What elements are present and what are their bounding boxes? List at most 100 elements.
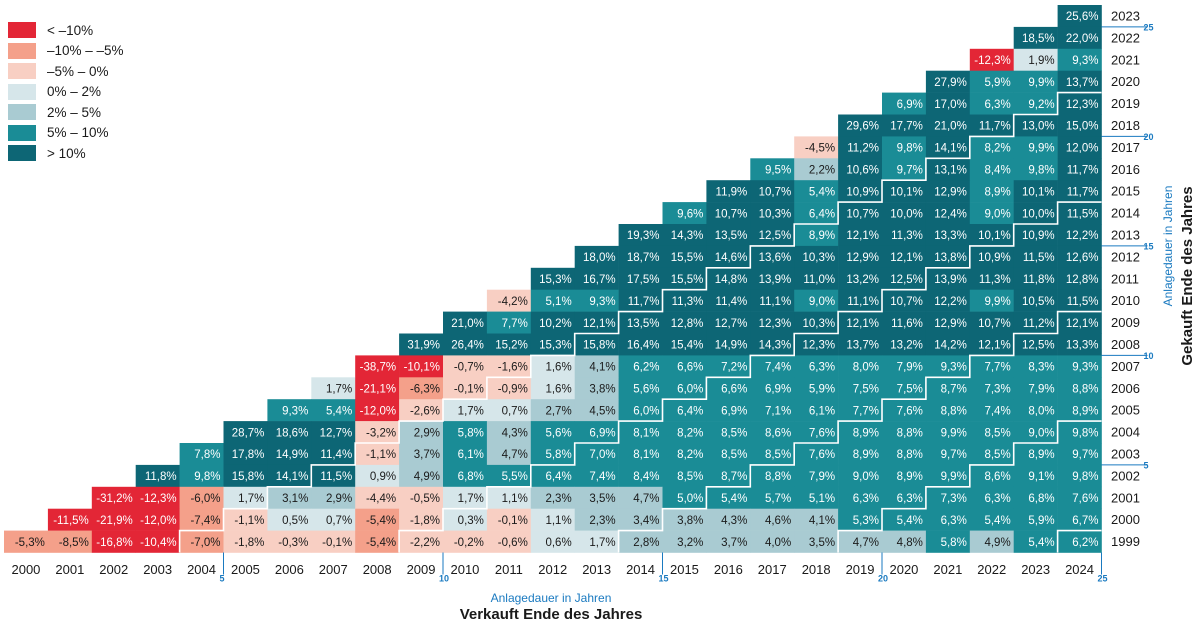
cell <box>925 464 971 488</box>
cell <box>1057 5 1102 28</box>
column-label: 2010 <box>450 562 479 577</box>
cell-value: 17,7% <box>890 121 923 133</box>
cell-value: 11,7% <box>628 296 660 308</box>
cell <box>969 245 1014 269</box>
legend-item: 5% – 10% <box>8 123 124 144</box>
cell-value: 8,5% <box>721 449 747 461</box>
cell <box>530 486 575 509</box>
cell <box>1013 245 1058 269</box>
cell-value: 8,1% <box>633 427 659 439</box>
cell <box>486 508 532 531</box>
cell <box>618 355 663 378</box>
holding-period-tick-label: 15 <box>1144 241 1154 251</box>
cell-value: 15,3% <box>539 274 572 286</box>
cell-value: 8,9% <box>897 471 923 483</box>
cell-value: 11,0% <box>803 274 835 286</box>
cell <box>750 224 795 247</box>
cell <box>706 530 751 553</box>
cell <box>135 508 180 531</box>
cell <box>882 377 927 400</box>
cell <box>838 399 883 422</box>
cell-value: 11,2% <box>1023 318 1055 330</box>
cell-value: 15,5% <box>671 252 704 264</box>
legend-item: 2% – 5% <box>8 102 124 123</box>
cell-value: 15,8% <box>583 340 616 352</box>
cell <box>706 399 751 422</box>
cell <box>794 311 839 334</box>
cell-value: 6,8% <box>458 471 484 483</box>
cell-value: 8,2% <box>677 427 703 439</box>
cell-value: 5,9% <box>1028 515 1054 527</box>
cell <box>179 530 224 553</box>
cell-value: -0,6% <box>498 537 528 549</box>
cell <box>838 377 883 400</box>
cell <box>794 486 839 509</box>
cell-value: 11,7% <box>1067 164 1099 176</box>
cell-value: 5,4% <box>984 515 1010 527</box>
cell-value: 12,9% <box>934 318 967 330</box>
cell <box>1057 421 1102 444</box>
cell <box>574 245 619 269</box>
cell-value: 6,8% <box>1028 493 1054 505</box>
cell <box>1013 464 1058 488</box>
cell <box>355 530 400 553</box>
cell-value: 12,1% <box>1066 318 1099 330</box>
cell-value: 21,0% <box>451 318 484 330</box>
cell-value: 1,7% <box>589 537 615 549</box>
holding-period-tick-label: 5 <box>1144 460 1149 470</box>
cell <box>91 486 136 509</box>
cell <box>486 421 532 444</box>
cell-value: 13,3% <box>1066 340 1099 352</box>
cell-value: 1,7% <box>238 493 264 505</box>
cell <box>443 311 488 334</box>
cell <box>1013 26 1058 50</box>
cell <box>223 486 268 509</box>
column-label: 2007 <box>319 562 348 577</box>
cell <box>618 464 663 488</box>
cell-value: 11,2% <box>847 143 879 155</box>
cell <box>838 180 883 203</box>
cell <box>311 530 356 553</box>
cell-value: 1,1% <box>545 515 571 527</box>
cell <box>399 508 444 531</box>
cell <box>1057 70 1102 93</box>
cell <box>750 530 795 553</box>
cell <box>882 245 927 269</box>
cell <box>355 377 400 400</box>
cell <box>4 530 49 553</box>
cell <box>1013 355 1058 378</box>
holding-period-tick-label: 15 <box>659 574 669 584</box>
cell-value: -10,1% <box>404 362 440 374</box>
cell-value: 13,7% <box>1066 77 1099 89</box>
cell-value: 9,3% <box>941 362 967 374</box>
cell-value: 6,4% <box>677 405 703 417</box>
legend-label: 0% – 2% <box>47 84 102 100</box>
legend-label: > 10% <box>47 145 86 161</box>
cell-value: -12,3% <box>974 55 1010 67</box>
cell <box>662 421 707 444</box>
row-label: 2016 <box>1111 162 1140 177</box>
cell <box>750 443 795 466</box>
cell-value: -4,5% <box>805 143 835 155</box>
cell-value: 10,3% <box>759 208 792 220</box>
cell <box>882 311 927 334</box>
cell <box>969 464 1014 488</box>
cell <box>882 333 927 356</box>
cell-value: 5,6% <box>545 427 571 439</box>
x-axis-secondary-title: Anlagedauer in Jahren <box>490 591 612 605</box>
cell <box>618 530 663 553</box>
cell <box>311 377 356 400</box>
cell-value: 18,0% <box>583 252 616 264</box>
cell <box>838 202 883 225</box>
cell-value: 9,8% <box>194 471 220 483</box>
cell-value: 10,7% <box>759 186 792 198</box>
cell-value: 3,2% <box>677 537 703 549</box>
cell <box>1013 508 1058 531</box>
cell-value: 21,0% <box>934 121 967 133</box>
cell <box>838 530 883 553</box>
cell <box>530 311 575 334</box>
cell-value: 3,4% <box>633 515 659 527</box>
cell-value: 11,5% <box>320 471 352 483</box>
cell-value: 5,4% <box>326 405 352 417</box>
cell <box>399 530 444 553</box>
